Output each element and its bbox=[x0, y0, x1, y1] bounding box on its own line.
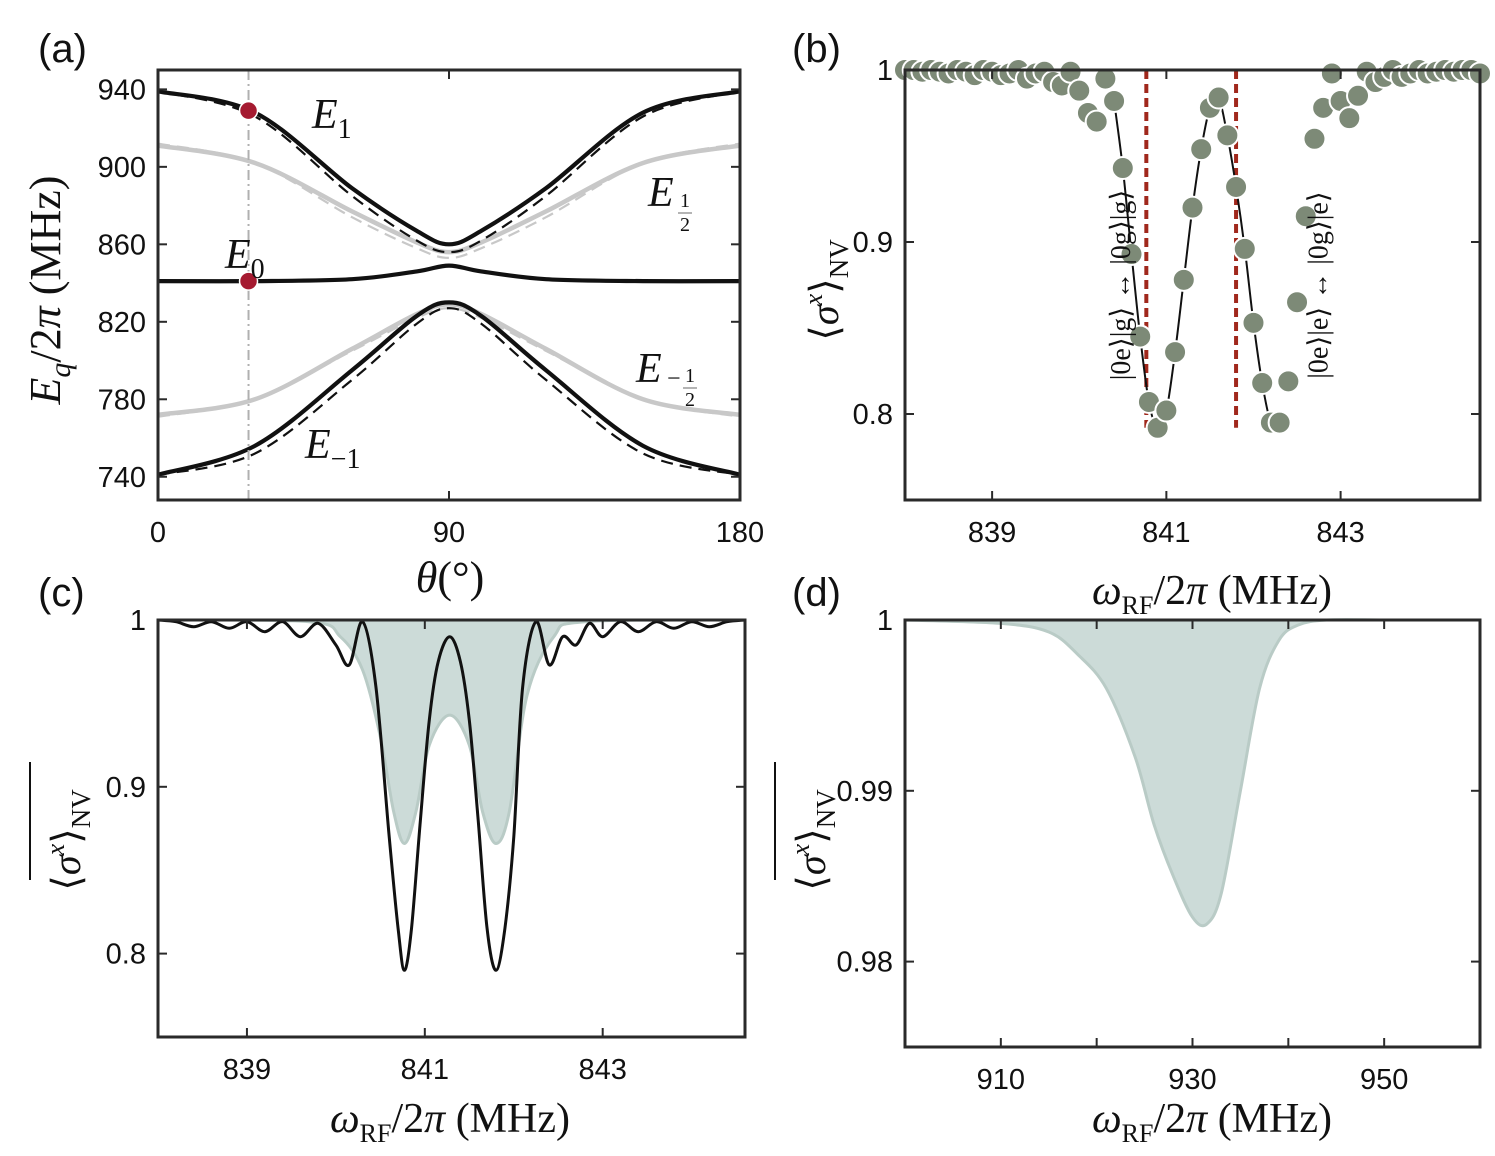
panel-b-x-label: ωRF/2π (MHz) bbox=[1092, 568, 1332, 620]
marker-e0 bbox=[238, 271, 259, 291]
panel-d-x-tick-label: 930 bbox=[1168, 1064, 1216, 1096]
panel-c-y-label: ⟨σx⟩NV bbox=[29, 762, 96, 891]
data-point bbox=[1337, 106, 1362, 131]
panel-label-b: (b) bbox=[792, 27, 841, 71]
panel-d-y-label: ⟨σx⟩NV bbox=[774, 762, 841, 891]
data-point bbox=[1276, 369, 1301, 394]
data-point bbox=[1093, 66, 1118, 91]
panel-a-x-tick-label: 180 bbox=[716, 517, 764, 549]
data-point bbox=[1302, 126, 1327, 151]
panel-c-x-tick-label: 839 bbox=[223, 1054, 271, 1086]
data-point bbox=[1067, 78, 1092, 103]
panel-d-x-label: ωRF/2π (MHz) bbox=[1092, 1096, 1332, 1148]
data-point bbox=[1241, 310, 1266, 335]
series-e-1-approx- bbox=[157, 307, 741, 476]
panel-a-y-tick-label: 780 bbox=[98, 384, 146, 416]
svg-text:⟨σx⟩NV: ⟨σx⟩NV bbox=[41, 789, 96, 891]
svg-text:⟨σx⟩NV: ⟨σx⟩NV bbox=[786, 789, 841, 891]
panel-a-y-tick-label: 740 bbox=[98, 462, 146, 494]
panel-d-nv-average: 910 930 950 0.98 0.99 1 bbox=[837, 605, 1482, 1096]
panel-a-y-label: Eq/2π (MHz) bbox=[21, 176, 77, 406]
data-point bbox=[1224, 174, 1249, 199]
series-averaged-fill bbox=[904, 618, 1385, 928]
label-E-1: E−1 bbox=[304, 422, 360, 475]
panel-b-y-tick-label: 1 bbox=[877, 55, 893, 87]
data-point bbox=[1319, 61, 1344, 86]
svg-text:2: 2 bbox=[685, 389, 695, 411]
data-point bbox=[1215, 123, 1240, 148]
panel-c-x-label: ωRF/2π (MHz) bbox=[330, 1096, 570, 1148]
series-single-line bbox=[157, 618, 746, 972]
panel-b-y-tick-label: 0.9 bbox=[853, 227, 893, 259]
panel-d-x-tick-label: 950 bbox=[1360, 1064, 1408, 1096]
data-point bbox=[1250, 371, 1275, 396]
data-point bbox=[1232, 236, 1257, 261]
panel-c-x-tick-label: 841 bbox=[401, 1054, 449, 1086]
svg-text:E: E bbox=[647, 170, 674, 216]
panel-c-nv-average: 839 841 843 0.8 0.9 1 bbox=[106, 605, 747, 1086]
series-e-1-approx- bbox=[157, 90, 741, 254]
panel-a-y-tick-label: 940 bbox=[98, 74, 146, 106]
panel-c-y-tick-label: 0.8 bbox=[106, 939, 146, 971]
label-E1: E1 bbox=[311, 92, 352, 145]
panel-d-y-tick-label: 0.99 bbox=[837, 776, 893, 808]
panel-b-x-tick-label: 839 bbox=[968, 517, 1016, 549]
panel-d-x-tick-label: 910 bbox=[977, 1064, 1025, 1096]
series-averaged-fill bbox=[157, 618, 746, 846]
panel-a-energy-levels: 0 90 180 740 780 820 860 900 940 bbox=[98, 68, 764, 549]
panel-b-frame bbox=[903, 68, 1482, 502]
panel-d-y-tick-label: 1 bbox=[877, 605, 893, 637]
label-E-minus-half: E − 1 2 bbox=[635, 346, 697, 411]
panel-a-y-tick-label: 860 bbox=[98, 229, 146, 261]
svg-text:−: − bbox=[667, 366, 681, 392]
panel-b-y-tick-label: 0.8 bbox=[853, 399, 893, 431]
data-point bbox=[1163, 340, 1188, 365]
panel-c-y-tick-label: 1 bbox=[130, 605, 146, 637]
panel-label-c: (c) bbox=[38, 571, 85, 615]
resonance-label-e: |0e⟩|e⟩ ↔ |0g⟩|e⟩ bbox=[1304, 191, 1335, 378]
data-point bbox=[1285, 290, 1310, 315]
panel-a-y-tick-label: 820 bbox=[98, 307, 146, 339]
panel-b-x-tick-label: 841 bbox=[1142, 517, 1190, 549]
panel-c-y-tick-label: 0.9 bbox=[106, 772, 146, 804]
data-point bbox=[1189, 137, 1214, 162]
series-e-1 bbox=[157, 89, 741, 247]
panel-d-y-tick-label: 0.98 bbox=[837, 947, 893, 979]
panel-a-x-tick-label: 90 bbox=[433, 517, 465, 549]
panel-c-x-tick-label: 843 bbox=[579, 1054, 627, 1086]
panel-a-x-tick-label: 0 bbox=[150, 517, 166, 549]
data-point bbox=[1110, 156, 1135, 181]
series-e-1 bbox=[157, 300, 741, 477]
series-e-1-2-approx- bbox=[157, 142, 741, 260]
label-E-half: E 1 2 bbox=[647, 170, 692, 236]
panel-label-d: (d) bbox=[792, 571, 841, 615]
panel-b-x-tick-label: 843 bbox=[1316, 517, 1364, 549]
data-point bbox=[1206, 85, 1231, 110]
series-e-0 bbox=[157, 263, 741, 284]
marker-e1 bbox=[238, 100, 259, 121]
panel-b-nv-scatter: |0e⟩|g⟩ ↔ |0g⟩|g⟩ |0e⟩|e⟩ ↔ |0g⟩|e⟩ 839 841… bbox=[853, 55, 1492, 549]
data-point bbox=[1084, 109, 1109, 134]
data-point bbox=[1293, 204, 1318, 229]
svg-text:1: 1 bbox=[685, 365, 695, 387]
data-point bbox=[1346, 83, 1371, 108]
resonance-label-g: |0e⟩|g⟩ ↔ |0g⟩|g⟩ bbox=[1106, 190, 1137, 381]
data-point bbox=[1119, 242, 1144, 267]
svg-text:1: 1 bbox=[680, 190, 690, 212]
data-point bbox=[1171, 267, 1196, 292]
panel-a-y-tick-label: 900 bbox=[98, 152, 146, 184]
data-point bbox=[1128, 324, 1153, 349]
panel-label-a: (a) bbox=[38, 27, 87, 71]
data-point bbox=[1180, 195, 1205, 220]
svg-text:E: E bbox=[635, 346, 662, 392]
data-point bbox=[1154, 398, 1179, 423]
panel-a-x-label: θ(°) bbox=[416, 553, 485, 602]
data-point bbox=[1267, 410, 1292, 435]
panel-c-frame bbox=[156, 618, 747, 1039]
panel-b-y-label: ⟨σx⟩NV bbox=[799, 239, 854, 341]
label-E0: E0 bbox=[224, 232, 265, 285]
svg-text:2: 2 bbox=[680, 214, 690, 236]
data-point bbox=[1102, 88, 1127, 113]
